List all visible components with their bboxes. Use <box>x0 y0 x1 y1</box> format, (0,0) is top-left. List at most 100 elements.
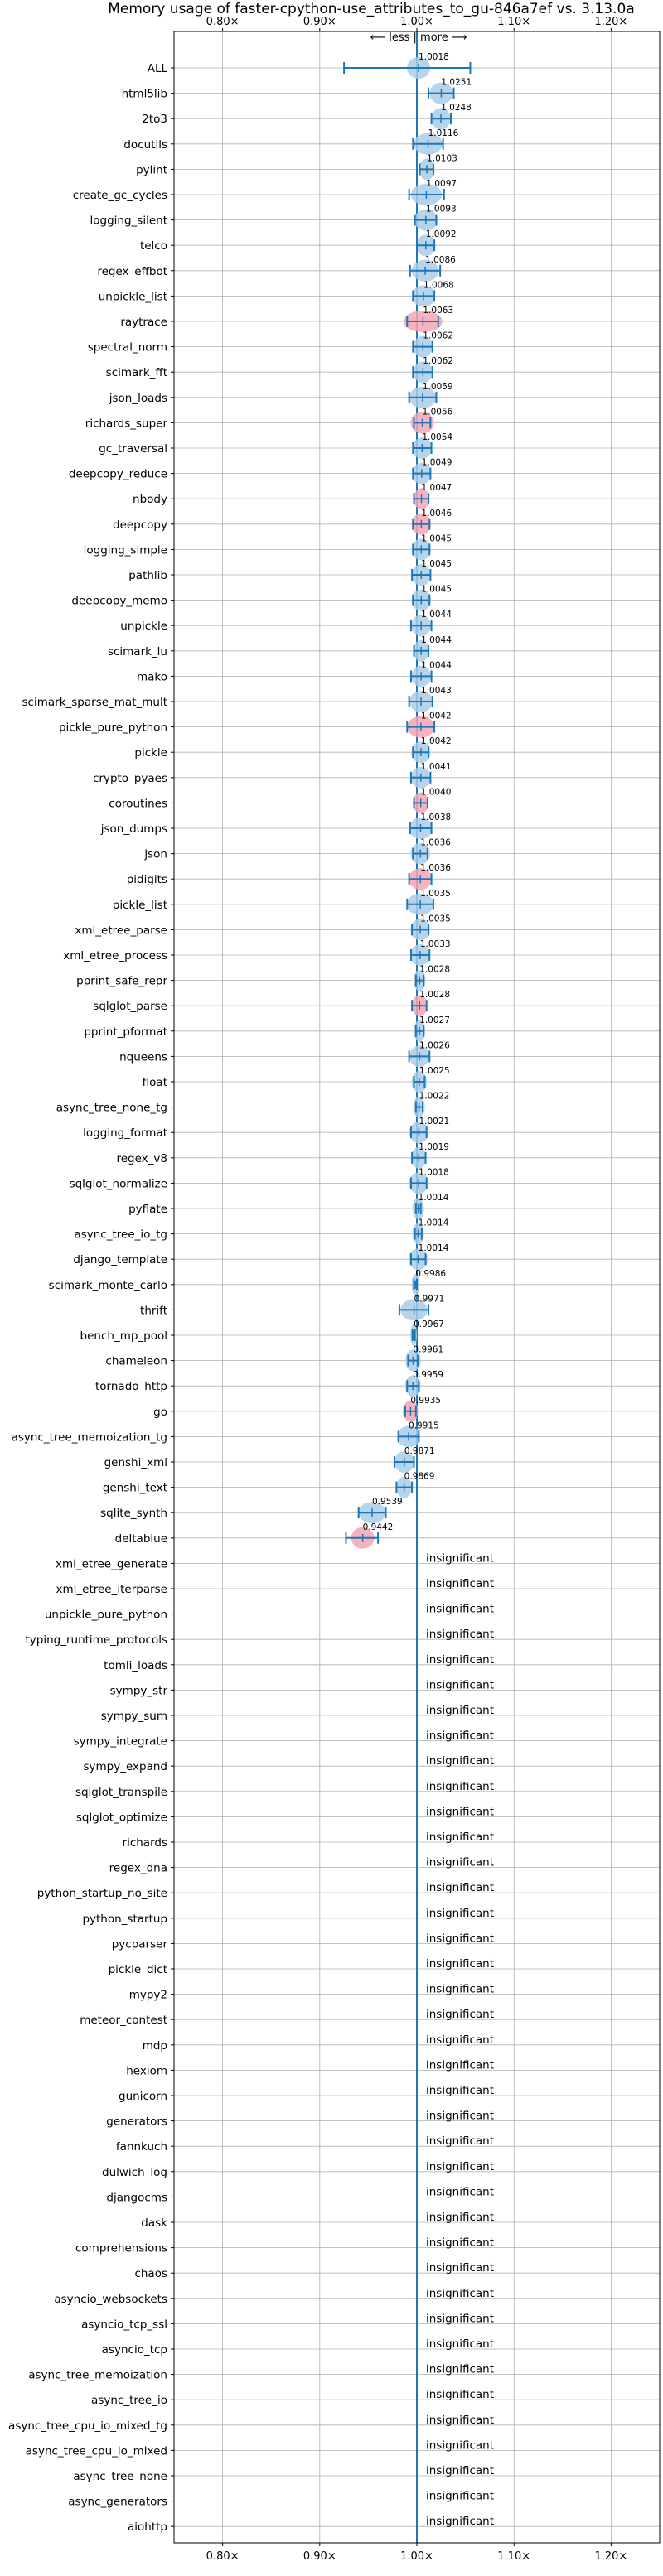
insignificant-label: insignificant <box>426 2185 494 2198</box>
value-label: 1.0045 <box>421 559 452 569</box>
category-label: logging_silent <box>90 215 167 228</box>
category-label: scimark_fft <box>106 366 167 379</box>
insignificant-label: insignificant <box>426 2211 494 2224</box>
category-label: tornado_http <box>95 1380 167 1393</box>
value-label: 1.0042 <box>421 736 452 746</box>
value-label: 1.0063 <box>423 306 453 316</box>
category-label: coroutines <box>109 797 167 810</box>
category-label: genshi_text <box>103 1482 167 1495</box>
category-label: django_template <box>73 1253 167 1266</box>
insignificant-label: insignificant <box>426 2312 494 2325</box>
value-label: 0.9935 <box>410 1396 441 1406</box>
category-label: sqlglot_parse <box>93 1000 167 1013</box>
category-label: nqueens <box>119 1050 167 1064</box>
x-tick-label-top: 1.20× <box>594 16 627 28</box>
value-label: 1.0044 <box>421 635 452 645</box>
category-label: async_tree_memoization_tg <box>12 1430 167 1444</box>
value-label: 1.0036 <box>420 863 451 873</box>
category-label: raytrace <box>120 316 167 329</box>
value-label: 1.0059 <box>423 382 453 392</box>
category-label: html5lib <box>122 88 167 101</box>
category-label: asyncio_tcp <box>102 2343 167 2357</box>
x-tick-label-bottom: 1.00× <box>400 2550 433 2563</box>
value-label: 0.9986 <box>415 1269 446 1279</box>
value-label: 0.9442 <box>363 1522 394 1532</box>
category-label: scimark_sparse_mat_mult <box>22 696 167 709</box>
insignificant-label: insignificant <box>426 1856 494 1869</box>
category-label: pylint <box>136 163 167 176</box>
category-label: asyncio_websockets <box>54 2293 167 2306</box>
x-tick-label-bottom: 1.10× <box>497 2550 530 2563</box>
insignificant-label: insignificant <box>426 2236 494 2250</box>
category-label: pickle <box>134 746 167 760</box>
category-label: unpickle_pure_python <box>45 1609 167 1622</box>
value-label: 1.0047 <box>422 483 452 493</box>
category-label: json_dumps <box>100 822 167 836</box>
value-label: 0.9959 <box>413 1370 443 1380</box>
value-label: 1.0043 <box>421 686 452 696</box>
category-label: async_tree_none <box>73 2470 167 2483</box>
value-label: 1.0028 <box>419 990 450 1000</box>
value-label: 1.0062 <box>423 331 453 341</box>
insignificant-label: insignificant <box>426 2160 494 2173</box>
insignificant-label: insignificant <box>426 1704 494 1717</box>
category-label: logging_format <box>83 1126 167 1140</box>
insignificant-label: insignificant <box>426 1678 494 1691</box>
value-label: 1.0045 <box>421 533 452 543</box>
category-label: hexiom <box>126 2064 167 2077</box>
chart-title: Memory usage of faster-cpython-use_attri… <box>108 1 635 17</box>
value-label: 1.0056 <box>423 407 453 417</box>
value-label: 1.0044 <box>421 660 452 670</box>
category-label: async_tree_io_tg <box>74 1228 167 1242</box>
category-label: pyflate <box>128 1203 167 1216</box>
insignificant-label: insignificant <box>426 1983 494 1996</box>
value-label: 1.0092 <box>426 229 457 239</box>
value-label: 1.0018 <box>419 1167 449 1177</box>
value-label: 1.0044 <box>421 610 452 620</box>
category-label: async_generators <box>68 2496 167 2509</box>
value-label: 1.0036 <box>420 838 451 848</box>
category-label: thrift <box>140 1304 167 1317</box>
value-label: 1.0097 <box>426 179 457 189</box>
category-label: sqlglot_transpile <box>75 1786 167 1799</box>
category-label: crypto_pyaes <box>93 772 167 785</box>
category-label: sympy_str <box>110 1684 168 1697</box>
category-label: meteor_contest <box>80 2014 167 2027</box>
insignificant-label: insignificant <box>426 1932 494 1945</box>
category-label: deepcopy_memo <box>71 595 167 608</box>
category-label: dask <box>141 2217 167 2230</box>
value-label: 1.0018 <box>419 52 449 62</box>
insignificant-label: insignificant <box>426 1628 494 1641</box>
category-label: deepcopy_reduce <box>69 468 167 481</box>
category-label: async_tree_cpu_io_mixed_tg <box>8 2419 167 2433</box>
value-label: 1.0103 <box>427 153 457 163</box>
x-tick-label-top: 0.90× <box>303 16 336 28</box>
value-label: 1.0028 <box>419 965 450 975</box>
category-label: async_tree_memoization <box>28 2369 167 2382</box>
x-tick-label-top: 0.80× <box>206 16 240 28</box>
category-label: bench_mp_pool <box>80 1329 167 1343</box>
category-label: chaos <box>134 2267 167 2280</box>
insignificant-label: insignificant <box>426 2058 494 2072</box>
insignificant-label: insignificant <box>426 1907 494 1920</box>
plot-frame <box>173 31 661 2544</box>
category-label: logging_simple <box>84 543 167 557</box>
category-label: json <box>143 848 167 861</box>
insignificant-label: insignificant <box>426 2337 494 2351</box>
category-label: regex_effbot <box>97 265 167 278</box>
value-label: 1.0014 <box>419 1193 449 1203</box>
x-tick-label-bottom: 0.80× <box>206 2550 240 2563</box>
category-label: float <box>143 1076 167 1089</box>
value-label: 0.9539 <box>372 1497 403 1507</box>
category-label: gc_traversal <box>99 442 167 456</box>
x-axis-ticks: 0.80× 0.80× 0.90× 0.90× 1.00× 1.00× 1.10× 1.10×… <box>171 16 627 2563</box>
insignificant-label: insignificant <box>426 2110 494 2123</box>
insignificant-label: insignificant <box>426 2490 494 2503</box>
value-label: 1.0035 <box>420 914 451 924</box>
category-label: xml_etree_process <box>63 949 167 962</box>
category-label: pickle_list <box>113 899 167 912</box>
insignificant-label: insignificant <box>426 2008 494 2021</box>
insignificant-label: insignificant <box>426 2261 494 2275</box>
value-label: 1.0014 <box>419 1218 449 1228</box>
insignificant-label: insignificant <box>426 1729 494 1743</box>
